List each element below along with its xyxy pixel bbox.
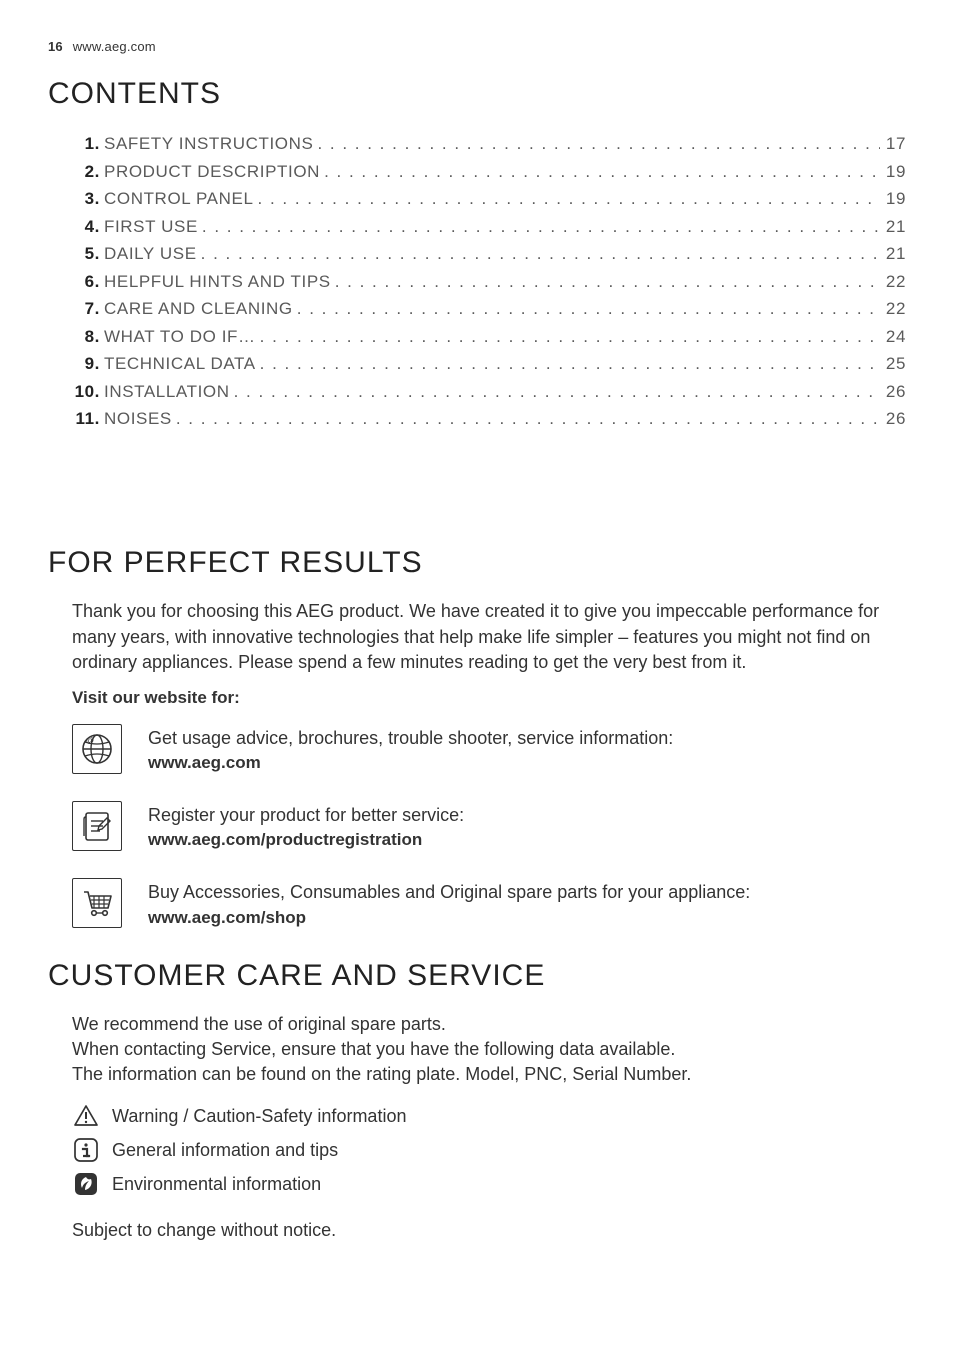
toc-label: TECHNICAL DATA bbox=[104, 350, 256, 378]
website-link-row: Register your product for better service… bbox=[72, 801, 906, 852]
toc-row[interactable]: 5. DAILY USE 21 bbox=[72, 240, 906, 268]
toc-number: 8. bbox=[72, 323, 100, 351]
legend-row: Environmental information bbox=[72, 1170, 906, 1198]
toc-label: NOISES bbox=[104, 405, 172, 433]
toc-leader bbox=[320, 158, 880, 186]
toc-row[interactable]: 6. HELPFUL HINTS AND TIPS 22 bbox=[72, 268, 906, 296]
toc-label: CARE AND CLEANING bbox=[104, 295, 293, 323]
toc-number: 5. bbox=[72, 240, 100, 268]
toc-number: 3. bbox=[72, 185, 100, 213]
toc-page: 19 bbox=[880, 185, 906, 213]
perfect-results-body: Thank you for choosing this AEG product.… bbox=[72, 599, 906, 675]
toc-number: 6. bbox=[72, 268, 100, 296]
toc-page: 22 bbox=[880, 295, 906, 323]
legend-row: Warning / Caution-Safety information bbox=[72, 1102, 906, 1130]
toc-leader bbox=[198, 213, 880, 241]
toc-label: HELPFUL HINTS AND TIPS bbox=[104, 268, 331, 296]
toc-page: 19 bbox=[880, 158, 906, 186]
legend-text: Environmental information bbox=[112, 1172, 321, 1196]
toc-leader bbox=[331, 268, 880, 296]
toc-number: 1. bbox=[72, 130, 100, 158]
page-number: 16 bbox=[48, 39, 63, 54]
toc-page: 26 bbox=[880, 405, 906, 433]
toc-row[interactable]: 10. INSTALLATION 26 bbox=[72, 378, 906, 406]
toc-page: 21 bbox=[880, 240, 906, 268]
toc-row[interactable]: 3. CONTROL PANEL 19 bbox=[72, 185, 906, 213]
toc-page: 21 bbox=[880, 213, 906, 241]
toc-leader bbox=[256, 323, 880, 351]
toc-number: 9. bbox=[72, 350, 100, 378]
link-description: Get usage advice, brochures, trouble sho… bbox=[148, 726, 906, 750]
globe-icon bbox=[72, 724, 122, 774]
register-icon bbox=[72, 801, 122, 851]
toc-row[interactable]: 9. TECHNICAL DATA 25 bbox=[72, 350, 906, 378]
toc-leader bbox=[293, 295, 880, 323]
link-url[interactable]: www.aeg.com/shop bbox=[148, 907, 906, 930]
contents-title: CONTENTS bbox=[48, 74, 906, 115]
page-header: 16 www.aeg.com bbox=[48, 38, 906, 56]
toc-label: PRODUCT DESCRIPTION bbox=[104, 158, 320, 186]
toc-page: 22 bbox=[880, 268, 906, 296]
toc-label: CONTROL PANEL bbox=[104, 185, 254, 213]
toc-number: 11. bbox=[72, 405, 100, 433]
toc-leader bbox=[313, 130, 879, 158]
toc-page: 24 bbox=[880, 323, 906, 351]
toc-label: SAFETY INSTRUCTIONS bbox=[104, 130, 313, 158]
toc-row[interactable]: 7. CARE AND CLEANING 22 bbox=[72, 295, 906, 323]
customer-care-body: We recommend the use of original spare p… bbox=[72, 1012, 906, 1088]
link-url[interactable]: www.aeg.com/productregistration bbox=[148, 829, 906, 852]
legend-text: Warning / Caution-Safety information bbox=[112, 1104, 406, 1128]
toc-number: 10. bbox=[72, 378, 100, 406]
toc-leader bbox=[172, 405, 880, 433]
eco-icon bbox=[72, 1170, 100, 1198]
toc-leader bbox=[197, 240, 880, 268]
legend-row: General information and tips bbox=[72, 1136, 906, 1164]
toc-leader bbox=[254, 185, 880, 213]
toc-label: WHAT TO DO IF… bbox=[104, 323, 256, 351]
toc-row[interactable]: 4. FIRST USE 21 bbox=[72, 213, 906, 241]
header-site: www.aeg.com bbox=[73, 39, 156, 54]
toc-page: 17 bbox=[880, 130, 906, 158]
toc-row[interactable]: 1. SAFETY INSTRUCTIONS 17 bbox=[72, 130, 906, 158]
toc-page: 26 bbox=[880, 378, 906, 406]
perfect-results-title: FOR PERFECT RESULTS bbox=[48, 543, 906, 584]
customer-care-line3: The information can be found on the rati… bbox=[72, 1062, 906, 1087]
symbol-legend: Warning / Caution-Safety information Gene… bbox=[72, 1102, 906, 1198]
link-url[interactable]: www.aeg.com bbox=[148, 752, 906, 775]
warning-icon bbox=[72, 1102, 100, 1130]
legend-text: General information and tips bbox=[112, 1138, 338, 1162]
customer-care-line2: When contacting Service, ensure that you… bbox=[72, 1037, 906, 1062]
toc-label: INSTALLATION bbox=[104, 378, 230, 406]
info-icon bbox=[72, 1136, 100, 1164]
toc-row[interactable]: 2. PRODUCT DESCRIPTION 19 bbox=[72, 158, 906, 186]
website-link-row: Buy Accessories, Consumables and Origina… bbox=[72, 878, 906, 929]
toc-leader bbox=[230, 378, 880, 406]
toc-row[interactable]: 11. NOISES 26 bbox=[72, 405, 906, 433]
perfect-results-text: Thank you for choosing this AEG product.… bbox=[72, 599, 906, 675]
customer-care-title: CUSTOMER CARE AND SERVICE bbox=[48, 956, 906, 997]
link-description: Buy Accessories, Consumables and Origina… bbox=[148, 880, 906, 904]
visit-website-label: Visit our website for: bbox=[72, 687, 906, 710]
toc-number: 7. bbox=[72, 295, 100, 323]
toc-leader bbox=[256, 350, 880, 378]
cart-icon bbox=[72, 878, 122, 928]
toc-row[interactable]: 8. WHAT TO DO IF… 24 bbox=[72, 323, 906, 351]
customer-care-line1: We recommend the use of original spare p… bbox=[72, 1012, 906, 1037]
toc-label: DAILY USE bbox=[104, 240, 197, 268]
table-of-contents: 1. SAFETY INSTRUCTIONS 172. PRODUCT DESC… bbox=[72, 130, 906, 433]
link-description: Register your product for better service… bbox=[148, 803, 906, 827]
toc-label: FIRST USE bbox=[104, 213, 198, 241]
footnote: Subject to change without notice. bbox=[72, 1218, 906, 1242]
toc-number: 2. bbox=[72, 158, 100, 186]
website-link-row: Get usage advice, brochures, trouble sho… bbox=[72, 724, 906, 775]
toc-page: 25 bbox=[880, 350, 906, 378]
toc-number: 4. bbox=[72, 213, 100, 241]
